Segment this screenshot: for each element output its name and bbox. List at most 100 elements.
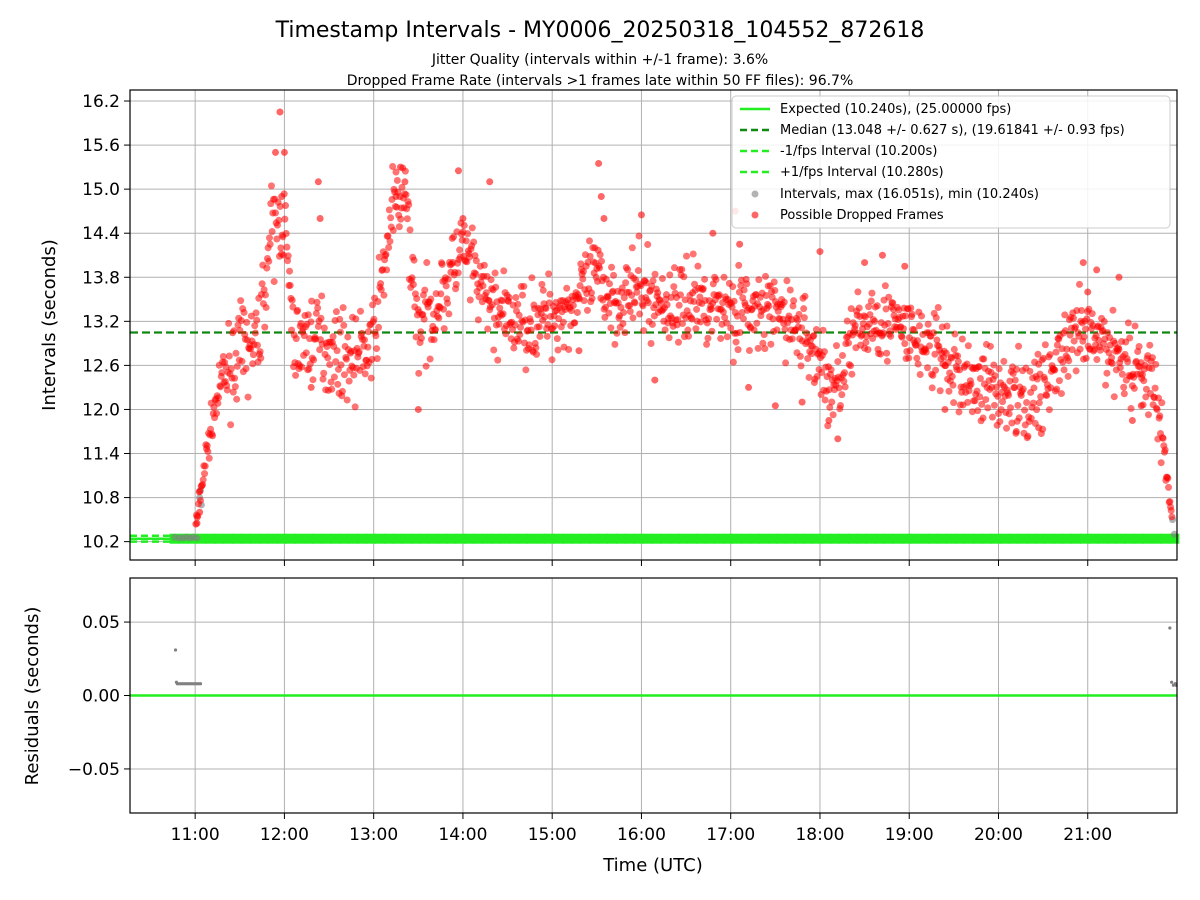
dropped-frame-point: [685, 332, 693, 340]
dropped-frame-point: [280, 148, 288, 156]
dropped-frame-point: [302, 349, 310, 357]
dropped-frame-point: [839, 351, 847, 359]
legend-swatch-dropped: [751, 211, 759, 219]
dropped-frame-point: [237, 317, 245, 325]
dropped-frame-point: [602, 303, 610, 311]
dropped-frame-point: [1076, 345, 1084, 353]
dropped-frame-point: [401, 178, 409, 186]
dropped-frame-point: [1053, 341, 1061, 349]
expected-interval-marker: [972, 533, 983, 544]
dropped-frame-point: [498, 297, 506, 305]
dropped-frame-point: [1131, 322, 1139, 330]
dropped-frame-point: [444, 275, 452, 283]
dropped-frame-point: [1005, 410, 1013, 418]
dropped-frame-point: [382, 250, 390, 258]
dropped-frame-point: [261, 291, 269, 299]
dropped-frame-point: [801, 292, 809, 300]
dropped-frame-point: [431, 326, 439, 333]
expected-interval-marker: [937, 533, 948, 544]
dropped-frame-point: [519, 291, 527, 299]
dropped-frame-point: [494, 356, 502, 364]
expected-interval-marker: [482, 533, 493, 544]
dropped-frame-point: [629, 314, 637, 322]
dropped-frame-point: [515, 311, 523, 319]
dropped-frame-point: [510, 344, 518, 352]
dropped-frame-point: [365, 328, 373, 336]
dropped-frame-point: [1084, 288, 1092, 296]
dropped-frame-point: [495, 320, 503, 328]
dropped-frame-point: [708, 327, 716, 335]
dropped-frame-point: [1135, 342, 1143, 350]
dropped-frame-point: [613, 329, 621, 337]
x-tick-label: 11:00: [171, 825, 220, 845]
expected-interval-marker: [285, 533, 296, 544]
dropped-frame-point: [263, 264, 271, 272]
dropped-frame-point: [541, 313, 549, 321]
expected-interval-marker: [847, 533, 858, 544]
expected-interval-marker: [910, 533, 921, 544]
dropped-frame-point: [309, 376, 317, 384]
dropped-frame-point: [213, 409, 221, 417]
expected-interval-marker: [928, 533, 939, 544]
dropped-frame-point: [1120, 390, 1128, 398]
expected-interval-marker: [892, 533, 903, 544]
dropped-frame-point: [479, 282, 487, 290]
dropped-frame-point: [583, 306, 591, 314]
expected-interval-marker: [1071, 533, 1082, 544]
dropped-frame-point: [816, 248, 824, 256]
dropped-frame-point: [794, 316, 802, 324]
expected-interval-marker: [874, 533, 885, 544]
expected-interval-marker: [883, 533, 894, 544]
legend-item-plus-fps: +1/fps Interval (10.280s): [780, 165, 944, 180]
dropped-frame-point: [1168, 513, 1176, 521]
dropped-frame-point: [654, 289, 662, 297]
dropped-frame-point: [203, 442, 211, 450]
y-tick-label: 15.6: [82, 136, 120, 156]
dropped-frame-point: [314, 178, 322, 186]
dropped-frame-point: [996, 418, 1004, 426]
dropped-frame-point: [949, 381, 957, 389]
expected-interval-marker: [258, 533, 269, 544]
dropped-frame-point: [336, 315, 344, 323]
dropped-frame-point: [717, 335, 725, 343]
dropped-frame-point: [906, 347, 914, 355]
dropped-frame-point: [941, 405, 949, 413]
dropped-frame-point: [637, 211, 645, 219]
dropped-frame-point: [834, 435, 842, 443]
dropped-frame-point: [373, 345, 381, 353]
dropped-frame-point: [553, 335, 561, 343]
dropped-frame-point: [340, 371, 348, 379]
dropped-frame-point: [199, 476, 207, 484]
residuals-ticks: 11:00 12:00 13:00 14:00 15:00 16:00 17:00 18:00…: [68, 613, 1112, 845]
expected-interval-marker: [446, 533, 457, 544]
dropped-frame-point: [1146, 341, 1154, 349]
dropped-frame-point: [628, 291, 636, 299]
dropped-frame-point: [588, 294, 596, 302]
residual-point: [1168, 626, 1172, 630]
expected-interval-marker: [678, 533, 689, 544]
dropped-frame-point: [974, 407, 982, 415]
expected-interval-marker: [705, 533, 716, 544]
dropped-frame-point: [1110, 393, 1118, 401]
legend: Expected (10.240s), (25.00000 fps) Media…: [731, 95, 1171, 229]
dropped-frame-point: [743, 280, 751, 288]
dropped-frame-point: [334, 380, 342, 388]
dropped-frame-point: [288, 296, 296, 304]
dropped-frame-point: [1157, 459, 1165, 467]
dropped-frame-point: [1019, 385, 1027, 393]
dropped-frame-point: [373, 355, 381, 363]
y-tick-label: 13.8: [82, 268, 120, 288]
y-tick-label: 16.2: [82, 92, 120, 112]
expected-interval-marker: [526, 533, 537, 544]
dropped-frame-point: [942, 349, 950, 357]
dropped-frame-point: [670, 264, 678, 272]
dropped-frame-point: [1052, 348, 1060, 356]
dropped-frame-point: [230, 327, 238, 335]
dropped-frame-point: [887, 332, 895, 340]
dropped-frame-point: [729, 358, 737, 366]
dropped-frame-point: [417, 328, 425, 336]
dropped-frame-point: [988, 413, 996, 421]
expected-interval-marker: [1151, 533, 1162, 544]
dropped-frame-point: [980, 355, 988, 363]
dropped-frame-point: [201, 462, 209, 470]
